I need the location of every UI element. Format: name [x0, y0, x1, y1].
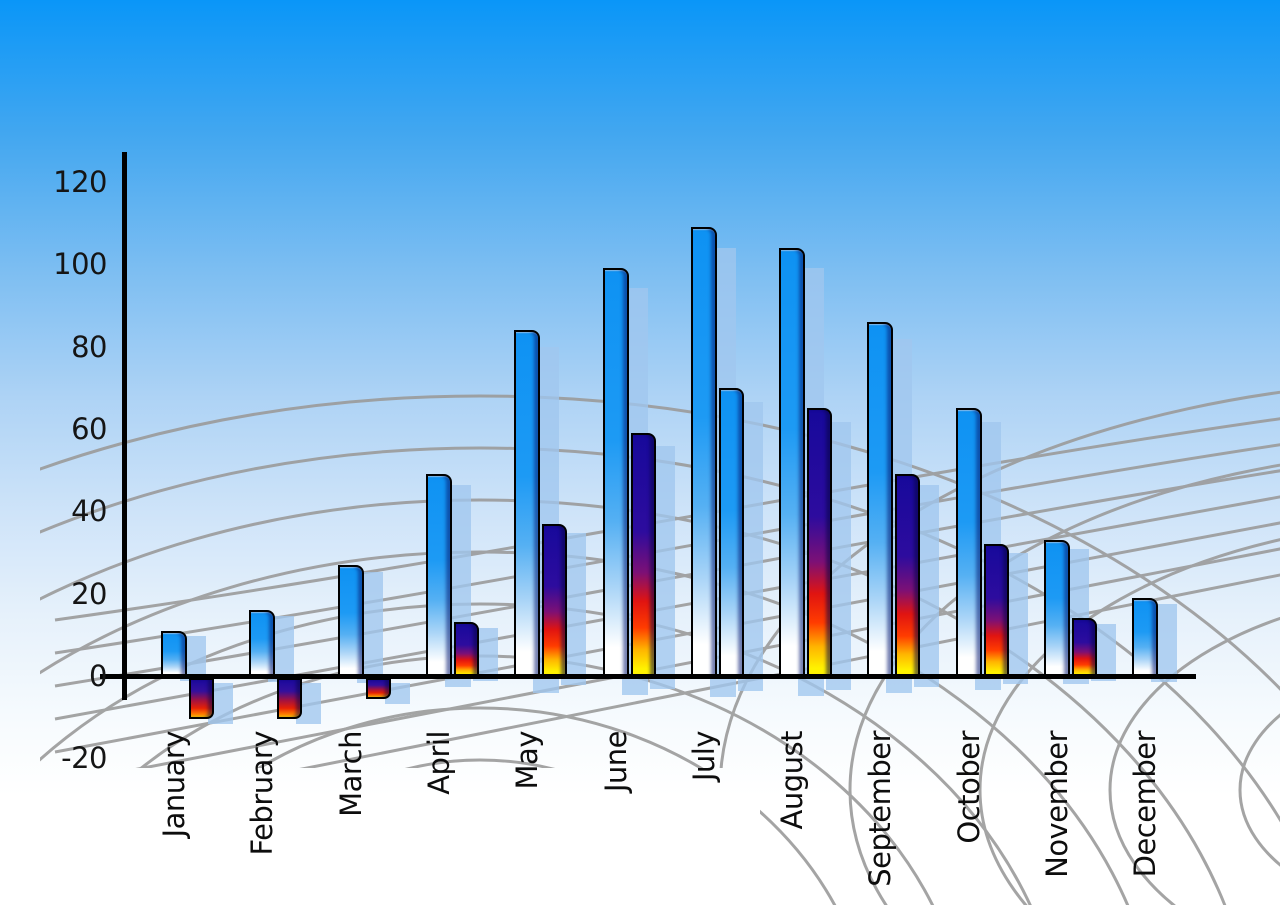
bar-january-secondary [189, 678, 214, 720]
y-tick-label-40: 40 [71, 494, 107, 529]
y-tick-label-120: 120 [53, 164, 107, 199]
x-axis-line [100, 674, 1196, 679]
bar-shadow-march-secondary [384, 683, 410, 704]
bar-june-primary [602, 268, 629, 678]
bar-may-primary [514, 330, 541, 678]
y-tick-label--20: -20 [61, 741, 107, 776]
x-label-march: March [333, 731, 368, 817]
bar-march-primary [337, 564, 364, 678]
bar-october-primary [955, 408, 982, 678]
bar-may-secondary [542, 523, 568, 678]
y-tick-label-20: 20 [71, 576, 107, 611]
x-label-september: September [863, 731, 898, 887]
bar-september-secondary [895, 474, 921, 678]
bar-february-secondary [277, 678, 303, 720]
bar-september-primary [867, 321, 894, 678]
bar-july-secondary [718, 387, 744, 678]
y-axis-line [122, 152, 127, 700]
bar-november-primary [1044, 540, 1070, 678]
bar-august-secondary [807, 408, 833, 678]
x-label-january: January [157, 731, 191, 838]
y-tick-label-80: 80 [71, 329, 107, 364]
x-label-february: February [245, 731, 280, 856]
bar-april-secondary [453, 622, 479, 678]
bar-december-primary [1132, 597, 1159, 678]
bar-november-secondary [1072, 618, 1097, 678]
bar-april-primary [425, 474, 452, 678]
x-label-august: August [775, 731, 810, 830]
y-tick-label-0: 0 [89, 659, 107, 693]
bar-june-secondary [630, 433, 656, 678]
x-label-november: November [1040, 731, 1074, 878]
x-label-october: October [951, 731, 986, 844]
bar-january-primary [161, 630, 187, 678]
bar-march-secondary [365, 678, 391, 699]
x-label-may: May [510, 731, 545, 790]
x-label-april: April [421, 731, 456, 795]
bar-july-primary [690, 227, 717, 678]
bar-october-secondary [983, 544, 1009, 678]
y-tick-label-100: 100 [53, 247, 107, 282]
y-tick-label-60: 60 [71, 411, 107, 446]
x-label-july: July [686, 731, 721, 782]
x-label-june: June [598, 731, 633, 793]
bar-february-primary [249, 610, 276, 678]
bar-august-primary [779, 247, 806, 678]
x-label-december: December [1128, 731, 1163, 878]
